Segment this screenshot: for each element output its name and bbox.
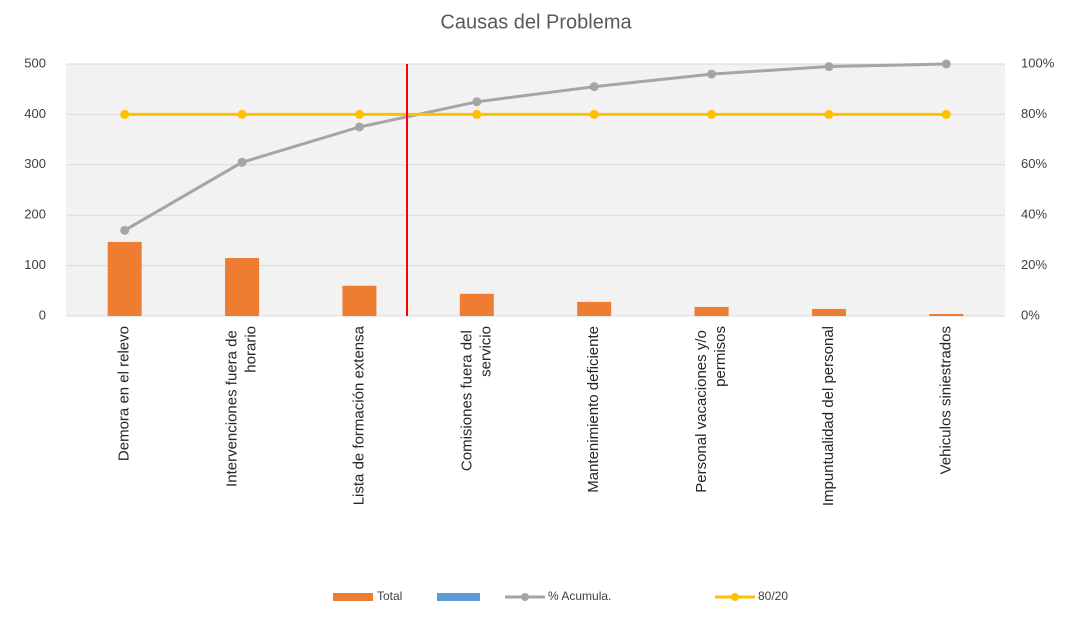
bar: [694, 306, 729, 316]
legend-label: % Acumula.: [548, 589, 611, 603]
y-tick-label: 400: [24, 106, 46, 121]
x-tick-label: Demora en el relevo: [116, 326, 133, 461]
y2-tick-label: 60%: [1021, 156, 1047, 171]
line: [123, 62, 947, 232]
marker: [941, 59, 951, 69]
marker: [824, 62, 834, 72]
legend-label: 80/20: [758, 589, 788, 603]
y-tick-label: 100: [24, 257, 46, 272]
marker: [707, 69, 717, 79]
marker: [589, 82, 599, 92]
plot-area: [66, 64, 1005, 316]
marker: [941, 109, 951, 119]
y2-tick-label: 40%: [1021, 207, 1047, 222]
bar: [225, 258, 260, 316]
marker: [354, 109, 364, 119]
y2-tick-label: 100%: [1021, 55, 1055, 70]
bar: [342, 285, 377, 316]
bar: [459, 293, 494, 316]
marker: [120, 225, 130, 235]
bar: [929, 313, 964, 316]
marker: [237, 157, 247, 167]
marker: [472, 97, 482, 107]
x-tick-label: Lista de formación extensa: [350, 325, 367, 505]
y-tick-label: 500: [24, 55, 46, 70]
marker: [824, 109, 834, 119]
y-tick-label: 200: [24, 207, 46, 222]
y2-tick-label: 20%: [1021, 257, 1047, 272]
marker: [472, 109, 482, 119]
legend-swatch: [437, 593, 480, 601]
chart-title: Causas del Problema: [440, 11, 632, 33]
bar: [107, 241, 142, 316]
x-tick-label: Mantenimiento deficiente: [585, 326, 602, 493]
y2-tick-label: 0%: [1021, 307, 1040, 322]
y-tick-label: 0: [39, 307, 46, 322]
bar: [811, 308, 846, 316]
marker: [354, 122, 364, 132]
bar: [577, 301, 612, 316]
x-tick-label: Personal vacaciones y/o permisos: [693, 326, 729, 493]
y2-tick-label: 80%: [1021, 106, 1047, 121]
y-tick-label: 300: [24, 156, 46, 171]
legend-marker: [731, 593, 739, 601]
marker: [120, 109, 130, 119]
marker: [589, 109, 599, 119]
legend-swatch: [333, 593, 373, 601]
marker: [707, 109, 717, 119]
legend-marker: [521, 593, 529, 601]
x-tick-label: Impuntualidad del personal: [820, 326, 837, 506]
x-tick-label: Intervenciones fuera de horario: [224, 326, 260, 487]
x-tick-label: Vehiculos siniestrados: [937, 326, 954, 474]
legend-label: Total: [377, 589, 402, 603]
x-tick-label: Comisiones fuera del servicio: [458, 326, 494, 471]
marker: [237, 109, 247, 119]
plot: 0 100 200 300 400 500 0% 20% 40% 60% 80% 100% Demora…: [24, 55, 1054, 506]
